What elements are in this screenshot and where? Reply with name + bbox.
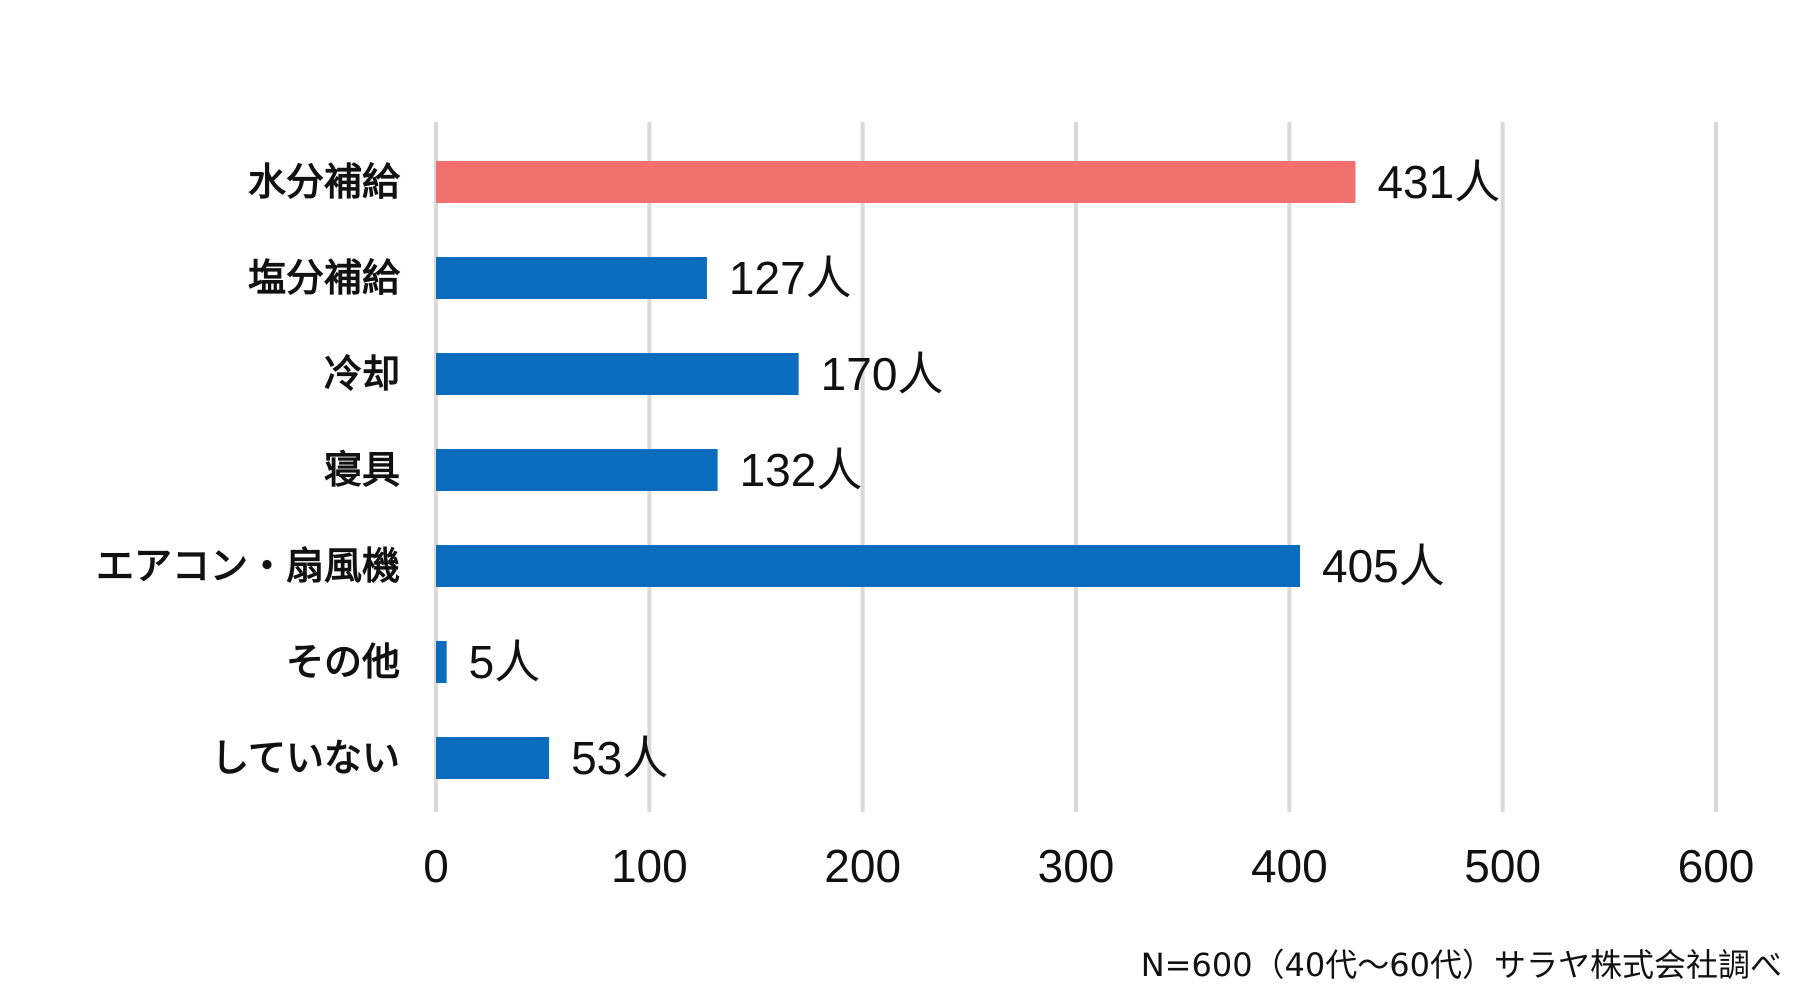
value-label-1: 127人 <box>729 252 852 304</box>
value-label-6: 53人 <box>571 732 668 784</box>
category-label-3: 寝具 <box>324 448 400 492</box>
bar-1 <box>436 257 707 299</box>
category-label-1: 塩分補給 <box>248 256 401 300</box>
x-tick-label-200: 200 <box>824 840 901 892</box>
category-label-4: エアコン・扇風機 <box>96 544 400 588</box>
x-tick-label-300: 300 <box>1038 840 1115 892</box>
bar-4 <box>436 545 1300 587</box>
value-label-0: 431人 <box>1377 156 1500 208</box>
category-label-2: 冷却 <box>324 352 400 396</box>
value-label-5: 5人 <box>469 636 541 688</box>
category-label-6: していない <box>211 736 400 780</box>
category-label-0: 水分補給 <box>248 160 401 204</box>
bar-2 <box>436 353 799 395</box>
bar-0 <box>436 161 1356 203</box>
value-labels: 431人 127人 170人 132人 405人 5人 53人 <box>469 156 1501 784</box>
value-label-4: 405人 <box>1322 540 1445 592</box>
x-tick-label-600: 600 <box>1678 840 1755 892</box>
category-label-5: その他 <box>286 640 400 684</box>
x-tick-label-0: 0 <box>423 840 449 892</box>
grid-lines <box>434 122 1718 812</box>
value-label-2: 170人 <box>821 348 944 400</box>
source-note: N=600（40代～60代）サラヤ株式会社調べ <box>1140 946 1782 984</box>
bars <box>436 161 1356 779</box>
x-tick-label-400: 400 <box>1251 840 1328 892</box>
x-tick-label-500: 500 <box>1464 840 1541 892</box>
bar-6 <box>436 737 550 779</box>
bar-3 <box>436 449 718 491</box>
x-tick-label-100: 100 <box>611 840 688 892</box>
value-label-3: 132人 <box>740 444 863 496</box>
bar-5 <box>436 641 447 683</box>
x-axis-ticks: 0 100 200 300 400 500 600 <box>423 840 1754 892</box>
